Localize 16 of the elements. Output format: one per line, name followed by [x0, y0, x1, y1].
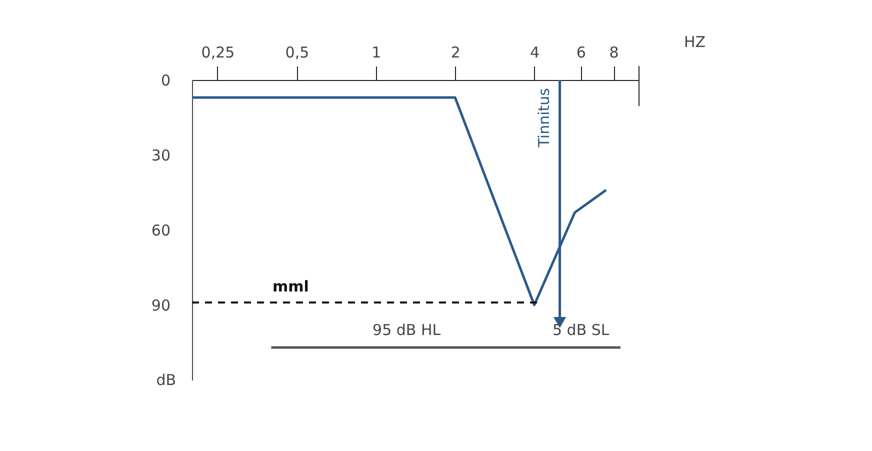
y-tick-label: 0 [160, 72, 170, 90]
y-tick-label: 30 [151, 146, 170, 164]
ref-line-label: mml [272, 278, 309, 296]
y-axis-title: dB [156, 371, 176, 389]
x-tick-label: 8 [609, 44, 619, 62]
x-tick-label: 2 [450, 44, 460, 62]
x-axis-title: HZ [684, 33, 706, 51]
x-tick-label: 6 [576, 44, 586, 62]
annotation: 95 dB HL [372, 321, 442, 339]
x-tick-label: 4 [530, 44, 540, 62]
x-tick-label: 0,5 [285, 44, 310, 62]
text: Tinnitus [534, 88, 553, 148]
x-tick-label: 0,25 [201, 44, 235, 62]
y-tick-label: 60 [151, 222, 170, 240]
x-tick-label: 1 [372, 44, 382, 62]
y-tick-label: 90 [151, 296, 170, 314]
